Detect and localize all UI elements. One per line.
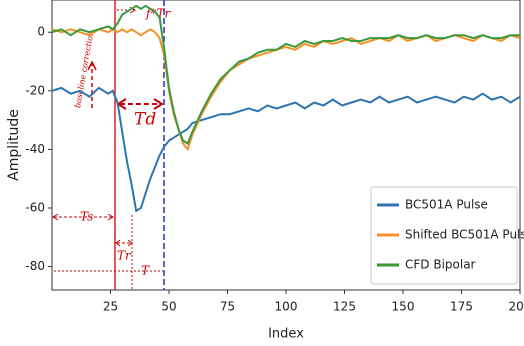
x-tick-label: 200 <box>509 300 524 314</box>
annotation: Ts <box>80 210 93 224</box>
annotation: Tr <box>117 249 132 263</box>
y-tick-label: -40 <box>25 142 45 156</box>
legend-label: CFD Bipolar <box>405 258 476 272</box>
x-tick-label: 125 <box>333 300 356 314</box>
annotation: T <box>141 264 150 278</box>
y-tick-label: -60 <box>25 200 45 214</box>
x-tick-label: 25 <box>103 300 118 314</box>
series-line <box>51 86 521 213</box>
legend-label: Shifted BC501A Pulse <box>405 228 524 242</box>
annotation: Td <box>134 110 156 130</box>
x-tick-label: 75 <box>220 300 235 314</box>
x-tick-label: 150 <box>392 300 415 314</box>
y-tick-label: -80 <box>25 259 45 273</box>
series-line <box>51 4 520 145</box>
x-axis-label: Index <box>268 327 304 342</box>
legend-label: BC501A Pulse <box>405 198 488 212</box>
x-tick-label: 100 <box>275 300 298 314</box>
y-axis-label: Amplitude <box>6 109 22 181</box>
annotation-arrows <box>52 6 164 272</box>
x-tick-label: 50 <box>161 300 176 314</box>
legend-box <box>370 186 518 285</box>
y-tick-label: -20 <box>25 83 45 97</box>
y-tick-label: 0 <box>37 25 45 39</box>
x-tick-label: 175 <box>450 300 473 314</box>
